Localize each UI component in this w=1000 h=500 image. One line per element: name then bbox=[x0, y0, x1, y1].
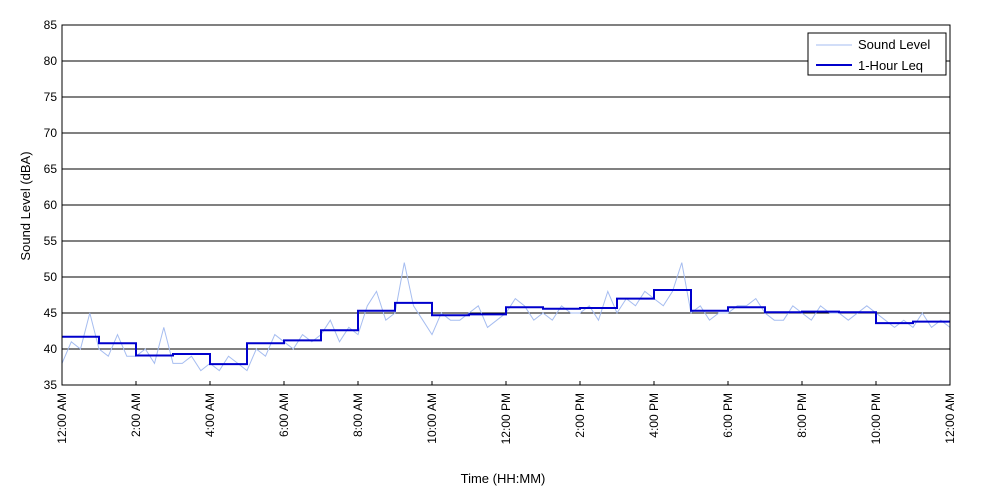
y-axis-title: Sound Level (dBA) bbox=[18, 151, 33, 260]
x-tick-label-9: 6:00 PM bbox=[721, 393, 735, 438]
y-tick-label-70: 70 bbox=[44, 126, 58, 140]
y-axis-ticks: 35 40 45 50 55 60 65 70 75 80 85 bbox=[44, 18, 66, 392]
legend: Sound Level 1-Hour Leq bbox=[807, 32, 947, 76]
y-tick-label-65: 65 bbox=[44, 162, 58, 176]
x-tick-label-7: 2:00 PM bbox=[573, 393, 587, 438]
legend-label-leq: 1-Hour Leq bbox=[858, 58, 923, 73]
y-tick-label-50: 50 bbox=[44, 270, 58, 284]
x-tick-label-10: 8:00 PM bbox=[795, 393, 809, 438]
x-tick-label-11: 10:00 PM bbox=[869, 393, 883, 444]
x-tick-label-1: 2:00 AM bbox=[129, 393, 143, 437]
x-tick-label-8: 4:00 PM bbox=[647, 393, 661, 438]
x-tick-label-6: 12:00 PM bbox=[499, 393, 513, 444]
x-axis-title: Time (HH:MM) bbox=[461, 471, 546, 486]
y-tick-label-60: 60 bbox=[44, 198, 58, 212]
x-tick-label-0: 12:00 AM bbox=[55, 393, 69, 444]
y-tick-label-35: 35 bbox=[44, 378, 58, 392]
y-tick-label-55: 55 bbox=[44, 234, 58, 248]
x-axis-ticks: 12:00 AM 2:00 AM 4:00 AM 6:00 AM 8:00 AM 10:0… bbox=[55, 381, 957, 444]
y-tick-label-40: 40 bbox=[44, 342, 58, 356]
y-tick-label-45: 45 bbox=[44, 306, 58, 320]
leq-step-line bbox=[62, 289, 950, 366]
x-tick-label-12: 12:00 AM bbox=[943, 393, 957, 444]
x-tick-label-3: 6:00 AM bbox=[277, 393, 291, 437]
y-tick-label-85: 85 bbox=[44, 18, 58, 32]
legend-label-sound-level: Sound Level bbox=[858, 37, 930, 52]
legend-box bbox=[807, 32, 947, 76]
x-tick-label-2: 4:00 AM bbox=[203, 393, 217, 437]
x-tick-label-5: 10:00 AM bbox=[425, 393, 439, 444]
leq-series bbox=[62, 289, 950, 366]
x-tick-label-4: 8:00 AM bbox=[351, 393, 365, 437]
y-tick-label-80: 80 bbox=[44, 54, 58, 68]
y-tick-label-75: 75 bbox=[44, 90, 58, 104]
